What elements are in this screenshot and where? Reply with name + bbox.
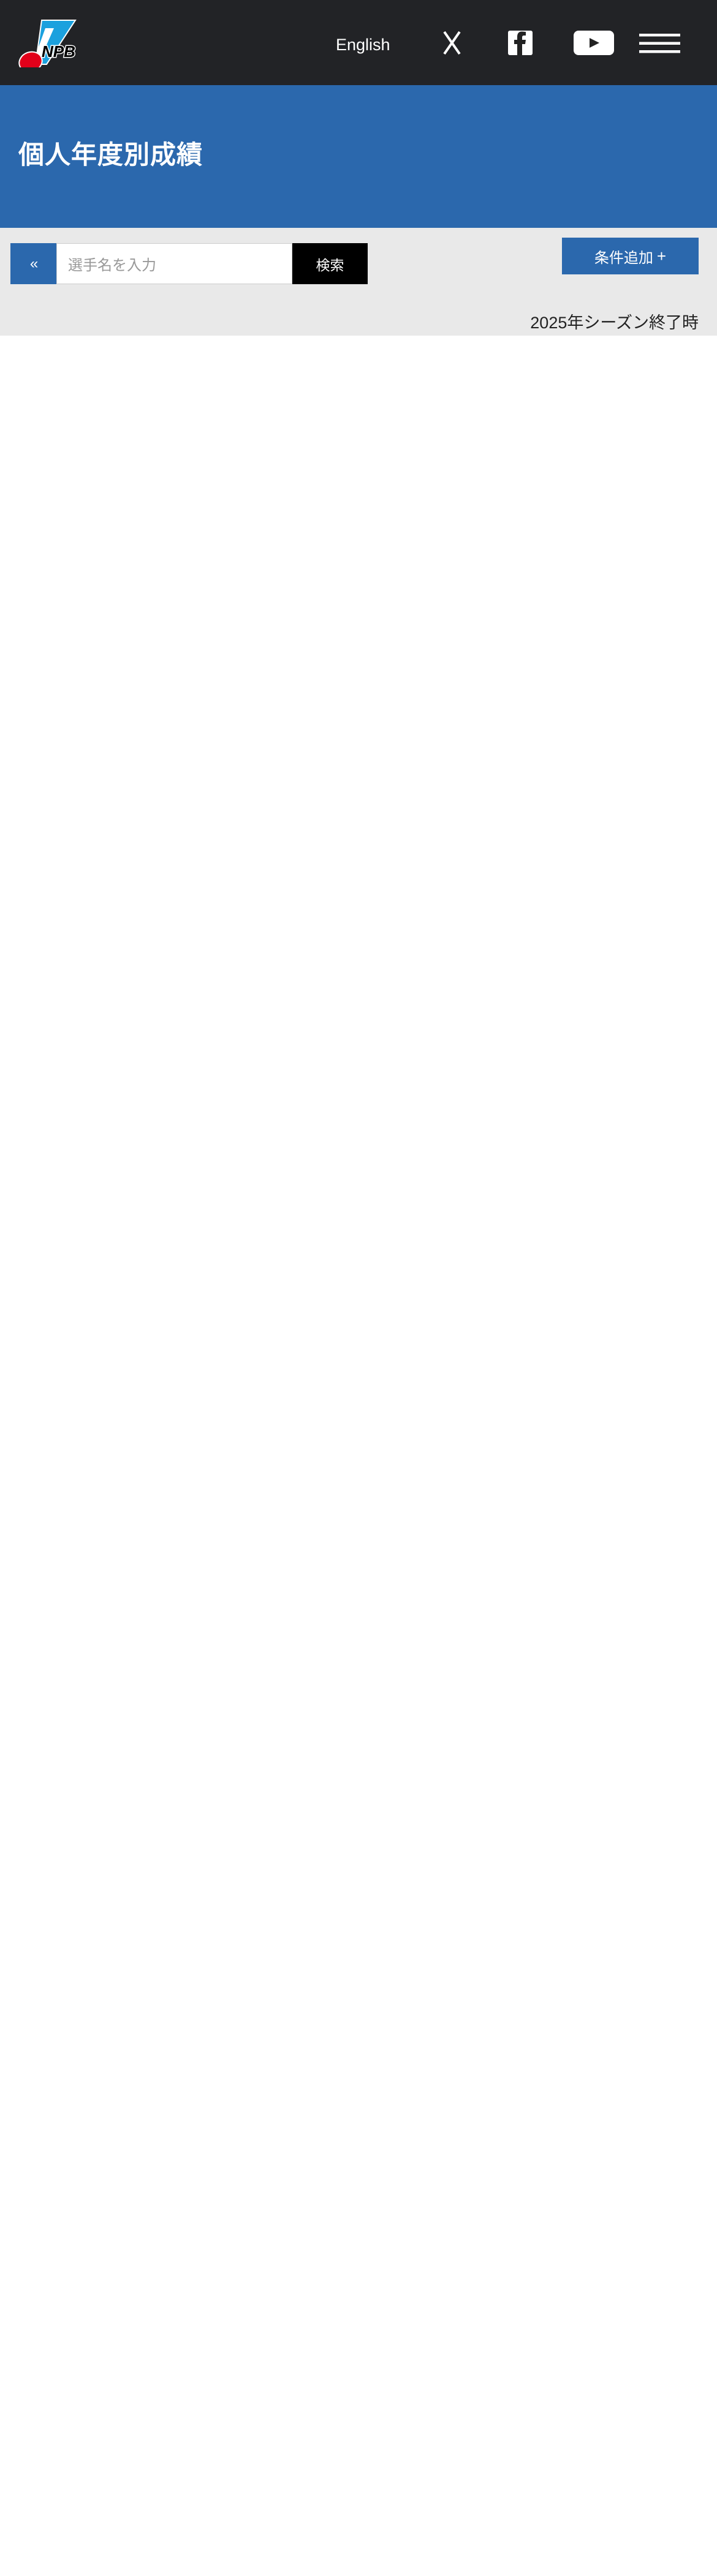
svg-text:NPB: NPB	[42, 42, 75, 61]
